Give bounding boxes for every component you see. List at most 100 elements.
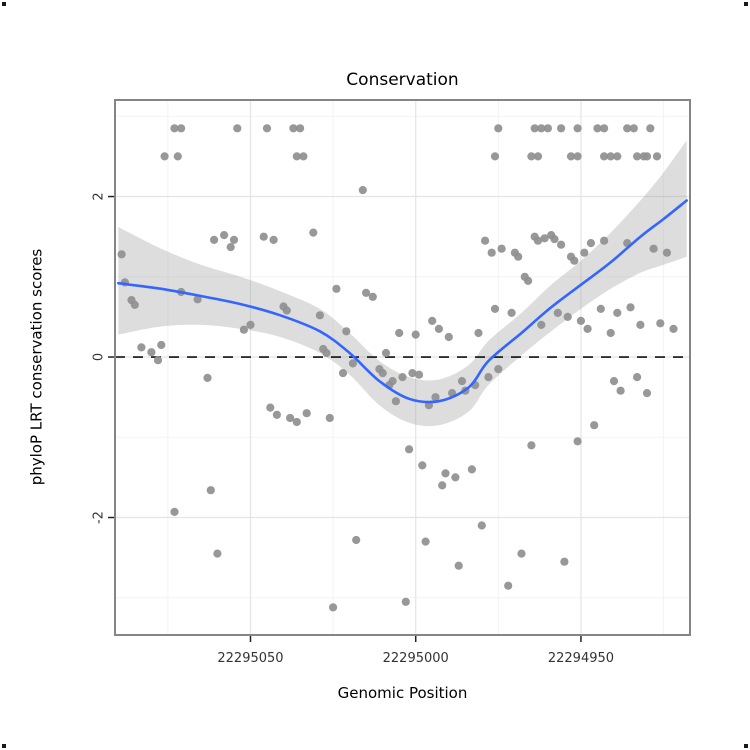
data-point xyxy=(381,348,391,358)
data-point xyxy=(286,413,295,423)
data-point xyxy=(533,236,543,245)
data-point xyxy=(451,473,460,482)
data-point xyxy=(507,308,516,317)
data-point xyxy=(272,410,281,419)
data-point xyxy=(626,303,635,312)
plot-panel xyxy=(115,100,690,635)
data-point xyxy=(309,228,318,237)
data-point xyxy=(315,311,324,320)
x-tick-label: 22294950 xyxy=(548,651,614,666)
data-point xyxy=(266,403,275,412)
data-point xyxy=(259,232,268,241)
x-tick-label: 22295000 xyxy=(383,651,449,666)
data-point xyxy=(576,316,586,325)
data-point xyxy=(517,549,526,558)
data-point xyxy=(557,124,566,133)
data-point xyxy=(642,152,652,161)
data-point xyxy=(226,243,235,252)
data-point xyxy=(292,417,301,427)
data-point xyxy=(530,124,539,133)
corner-mark-bottom-right xyxy=(744,744,748,748)
data-point xyxy=(332,284,341,293)
data-point xyxy=(358,186,367,195)
data-point xyxy=(669,324,678,333)
data-point xyxy=(613,308,622,317)
data-point xyxy=(177,124,186,133)
data-point xyxy=(153,356,163,365)
data-point xyxy=(289,124,298,133)
data-point xyxy=(220,231,229,240)
data-point xyxy=(325,413,334,423)
data-point xyxy=(391,397,400,406)
data-point xyxy=(623,124,632,133)
data-point xyxy=(566,152,576,161)
data-point xyxy=(596,304,605,313)
data-point xyxy=(550,235,559,244)
data-point xyxy=(642,389,652,398)
data-point xyxy=(527,152,536,161)
panel-border xyxy=(114,99,691,636)
data-point xyxy=(481,236,490,245)
data-point xyxy=(474,328,483,338)
data-point xyxy=(302,409,311,418)
data-point xyxy=(497,244,506,253)
data-point xyxy=(662,248,672,257)
data-point xyxy=(431,393,440,402)
data-point xyxy=(553,308,562,317)
data-point xyxy=(514,252,523,261)
data-point xyxy=(573,124,582,133)
data-point xyxy=(454,561,463,570)
data-point xyxy=(117,250,126,259)
x-axis-label: Genomic Position xyxy=(337,684,468,702)
loess-smooth-line xyxy=(117,199,688,404)
y-tick-label: -2 xyxy=(92,511,107,524)
data-point xyxy=(563,312,572,321)
data-point xyxy=(570,256,579,265)
corner-mark-top-right xyxy=(744,2,748,6)
data-point xyxy=(527,441,536,450)
corner-mark-top-left xyxy=(2,2,6,6)
data-point xyxy=(490,152,500,161)
data-point xyxy=(633,152,642,161)
data-point xyxy=(193,295,202,304)
data-point xyxy=(411,330,420,339)
data-point xyxy=(457,377,467,386)
data-point xyxy=(633,373,642,382)
data-point xyxy=(524,276,533,285)
data-point xyxy=(408,369,417,378)
corner-mark-bottom-left xyxy=(2,744,6,748)
data-point xyxy=(147,348,156,357)
data-point xyxy=(441,469,450,478)
data-point xyxy=(348,359,357,368)
data-point xyxy=(137,343,146,352)
data-point xyxy=(170,124,179,133)
x-tick-label: 22295050 xyxy=(217,651,283,666)
data-point xyxy=(504,581,513,590)
data-point xyxy=(487,248,496,257)
data-point xyxy=(586,239,596,248)
data-point xyxy=(246,320,255,329)
data-point xyxy=(292,152,301,161)
data-point xyxy=(490,304,500,313)
data-point xyxy=(600,236,609,245)
data-point xyxy=(438,481,447,490)
chart-title: Conservation xyxy=(346,70,459,90)
data-point xyxy=(378,369,387,378)
data-point xyxy=(540,234,549,243)
data-point xyxy=(428,316,437,325)
data-point xyxy=(322,348,331,358)
data-point xyxy=(233,124,242,133)
data-point xyxy=(338,369,348,378)
data-point xyxy=(296,124,305,133)
data-point xyxy=(398,373,407,382)
data-point xyxy=(206,486,215,495)
data-point xyxy=(262,124,272,133)
data-point xyxy=(269,235,278,244)
data-point xyxy=(580,248,589,257)
data-point xyxy=(405,445,414,454)
y-tick-label: 2 xyxy=(92,192,107,200)
data-point xyxy=(157,340,166,350)
data-point xyxy=(609,377,619,386)
data-point xyxy=(600,124,609,133)
